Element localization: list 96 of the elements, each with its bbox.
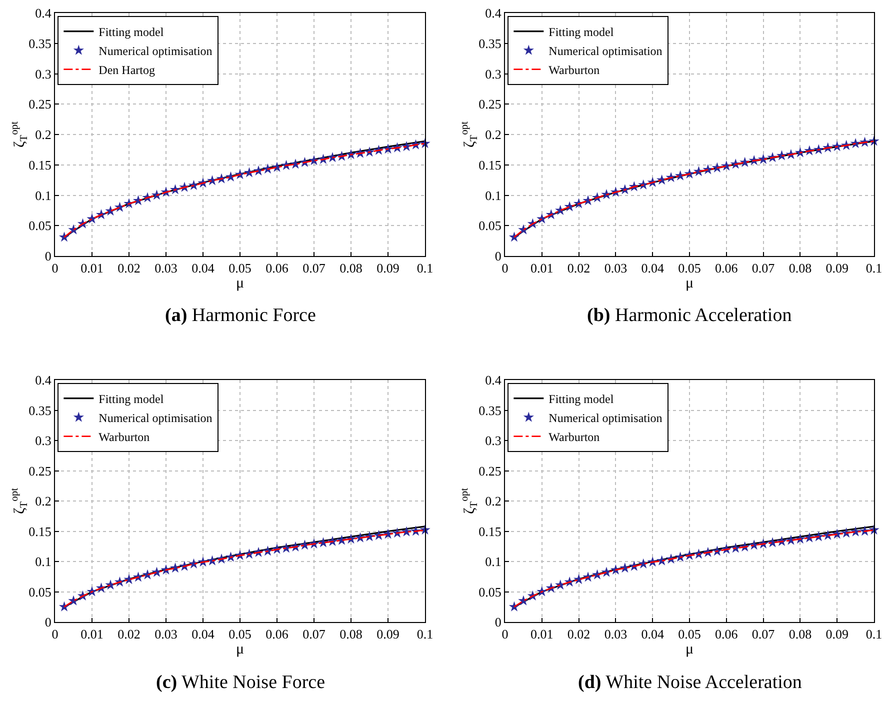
x-tick-label: 0.07 <box>302 260 326 276</box>
y-tick-label: 0.2 <box>35 127 52 142</box>
legend-label: Warburton <box>548 430 600 444</box>
y-tick-label: 0.25 <box>478 463 502 478</box>
x-tick-label: 0.05 <box>678 260 701 276</box>
x-tick-label: 0.01 <box>80 260 104 276</box>
y-tick-label: 0.15 <box>478 524 502 539</box>
y-tick-label: 0.2 <box>485 127 502 142</box>
x-tick-label: 0.03 <box>154 626 178 642</box>
y-tick-label: 0.3 <box>485 66 502 82</box>
x-tick-label: 0.06 <box>715 260 738 276</box>
legend-label: Warburton <box>98 430 150 444</box>
x-tick-label: 0.01 <box>530 260 554 276</box>
y-tick-label: 0.3 <box>485 433 502 448</box>
x-tick-label: 0.05 <box>228 260 252 276</box>
text: (a) Harmonic Force <box>165 305 316 326</box>
legend-label: Numerical optimisation <box>548 44 662 58</box>
y-tick-label: 0.25 <box>28 96 52 112</box>
legend-label: Fitting model <box>548 392 614 406</box>
x-tick-label: 0.02 <box>118 626 140 642</box>
x-tick-label: 0.04 <box>641 626 664 642</box>
legend-label: Numerical optimisation <box>548 410 662 425</box>
x-tick-label: 0.1 <box>866 626 882 642</box>
x-tick-label: 0.03 <box>154 260 178 276</box>
y-tick-label: 0.1 <box>485 554 502 570</box>
x-axis-title: μ <box>685 276 694 292</box>
y-tick-label: 0.05 <box>478 584 502 600</box>
x-tick-label: 0.04 <box>192 626 215 642</box>
legend-label: Fitting model <box>548 24 614 39</box>
y-tick-label: 0.3 <box>35 66 52 82</box>
legend-label: Numerical optimisation <box>98 410 212 425</box>
y-tick-label: 0.1 <box>485 188 502 203</box>
y-tick-label: 0.05 <box>28 218 52 234</box>
x-tick-label: 0.08 <box>788 626 812 642</box>
text: (d) White Noise Acceleration <box>578 672 802 693</box>
x-tick-label: 0.06 <box>266 260 289 276</box>
x-tick-label: 0.02 <box>567 626 590 642</box>
x-tick-label: 0.03 <box>604 260 628 276</box>
y-tick-label: 0.4 <box>485 6 502 21</box>
x-tick-label: 0.08 <box>340 626 362 642</box>
legend-label: Fitting model <box>98 392 164 406</box>
y-tick-label: 0 <box>44 248 52 264</box>
x-tick-label: 0.05 <box>228 626 252 642</box>
y-tick-label: 0 <box>44 614 52 630</box>
y-tick-label: 0.15 <box>28 157 52 172</box>
x-axis-title: μ <box>236 276 244 292</box>
y-tick-label: 0.25 <box>28 463 52 478</box>
legend-label: Den Hartog <box>98 62 155 77</box>
x-tick-label: 0.08 <box>340 260 362 276</box>
x-tick-label: 0.06 <box>715 626 738 642</box>
x-tick-label: 0.09 <box>376 626 400 642</box>
y-tick-label: 0.2 <box>35 494 52 509</box>
y-tick-label: 0.1 <box>35 554 52 570</box>
x-tick-label: 0.06 <box>266 626 289 642</box>
y-tick-label: 0.35 <box>28 402 52 418</box>
y-tick-label: 0.1 <box>35 188 52 203</box>
y-tick-label: 0.05 <box>28 584 52 600</box>
legend-label: Fitting model <box>98 24 164 39</box>
x-tick-label: 0.09 <box>826 626 848 642</box>
x-tick-label: 0.07 <box>752 260 776 276</box>
x-axis-title: μ <box>236 642 244 658</box>
legend-label: Numerical optimisation <box>98 44 212 58</box>
y-tick-label: 0.4 <box>485 372 502 388</box>
x-tick-label: 0.04 <box>641 260 664 276</box>
text: (c) White Noise Force <box>156 672 326 693</box>
y-tick-label: 0.35 <box>478 36 502 51</box>
y-tick-label: 0.2 <box>485 494 502 509</box>
x-tick-label: 0.09 <box>376 260 400 276</box>
x-tick-label: 0.04 <box>192 260 215 276</box>
y-tick-label: 0.3 <box>35 433 52 448</box>
legend-label: Warburton <box>548 62 600 77</box>
x-tick-label: 0.09 <box>826 260 848 276</box>
y-tick-label: 0 <box>494 614 502 630</box>
y-tick-label: 0.05 <box>478 218 502 234</box>
y-tick-label: 0.35 <box>28 36 52 51</box>
x-tick-label: 0.02 <box>118 260 140 276</box>
y-tick-label: 0.4 <box>35 6 52 21</box>
x-tick-label: 0.01 <box>530 626 554 642</box>
x-tick-label: 0.03 <box>604 626 628 642</box>
x-tick-label: 0.08 <box>788 260 812 276</box>
y-tick-label: 0.15 <box>28 524 52 539</box>
y-tick-label: 0 <box>494 248 502 264</box>
y-tick-label: 0.25 <box>478 96 502 112</box>
x-tick-label: 0.1 <box>416 626 434 642</box>
x-tick-label: 0.01 <box>80 626 104 642</box>
x-tick-label: 0.07 <box>302 626 326 642</box>
y-tick-label: 0.15 <box>478 157 502 172</box>
x-tick-label: 0.1 <box>416 260 434 276</box>
y-tick-label: 0.4 <box>35 372 52 388</box>
text: (b) Harmonic Acceleration <box>587 305 792 326</box>
x-axis-title: μ <box>685 642 694 658</box>
x-tick-label: 0.07 <box>752 626 776 642</box>
y-tick-label: 0.35 <box>478 402 502 418</box>
x-tick-label: 0.05 <box>678 626 701 642</box>
x-tick-label: 0.1 <box>866 260 882 276</box>
x-tick-label: 0.02 <box>567 260 590 276</box>
